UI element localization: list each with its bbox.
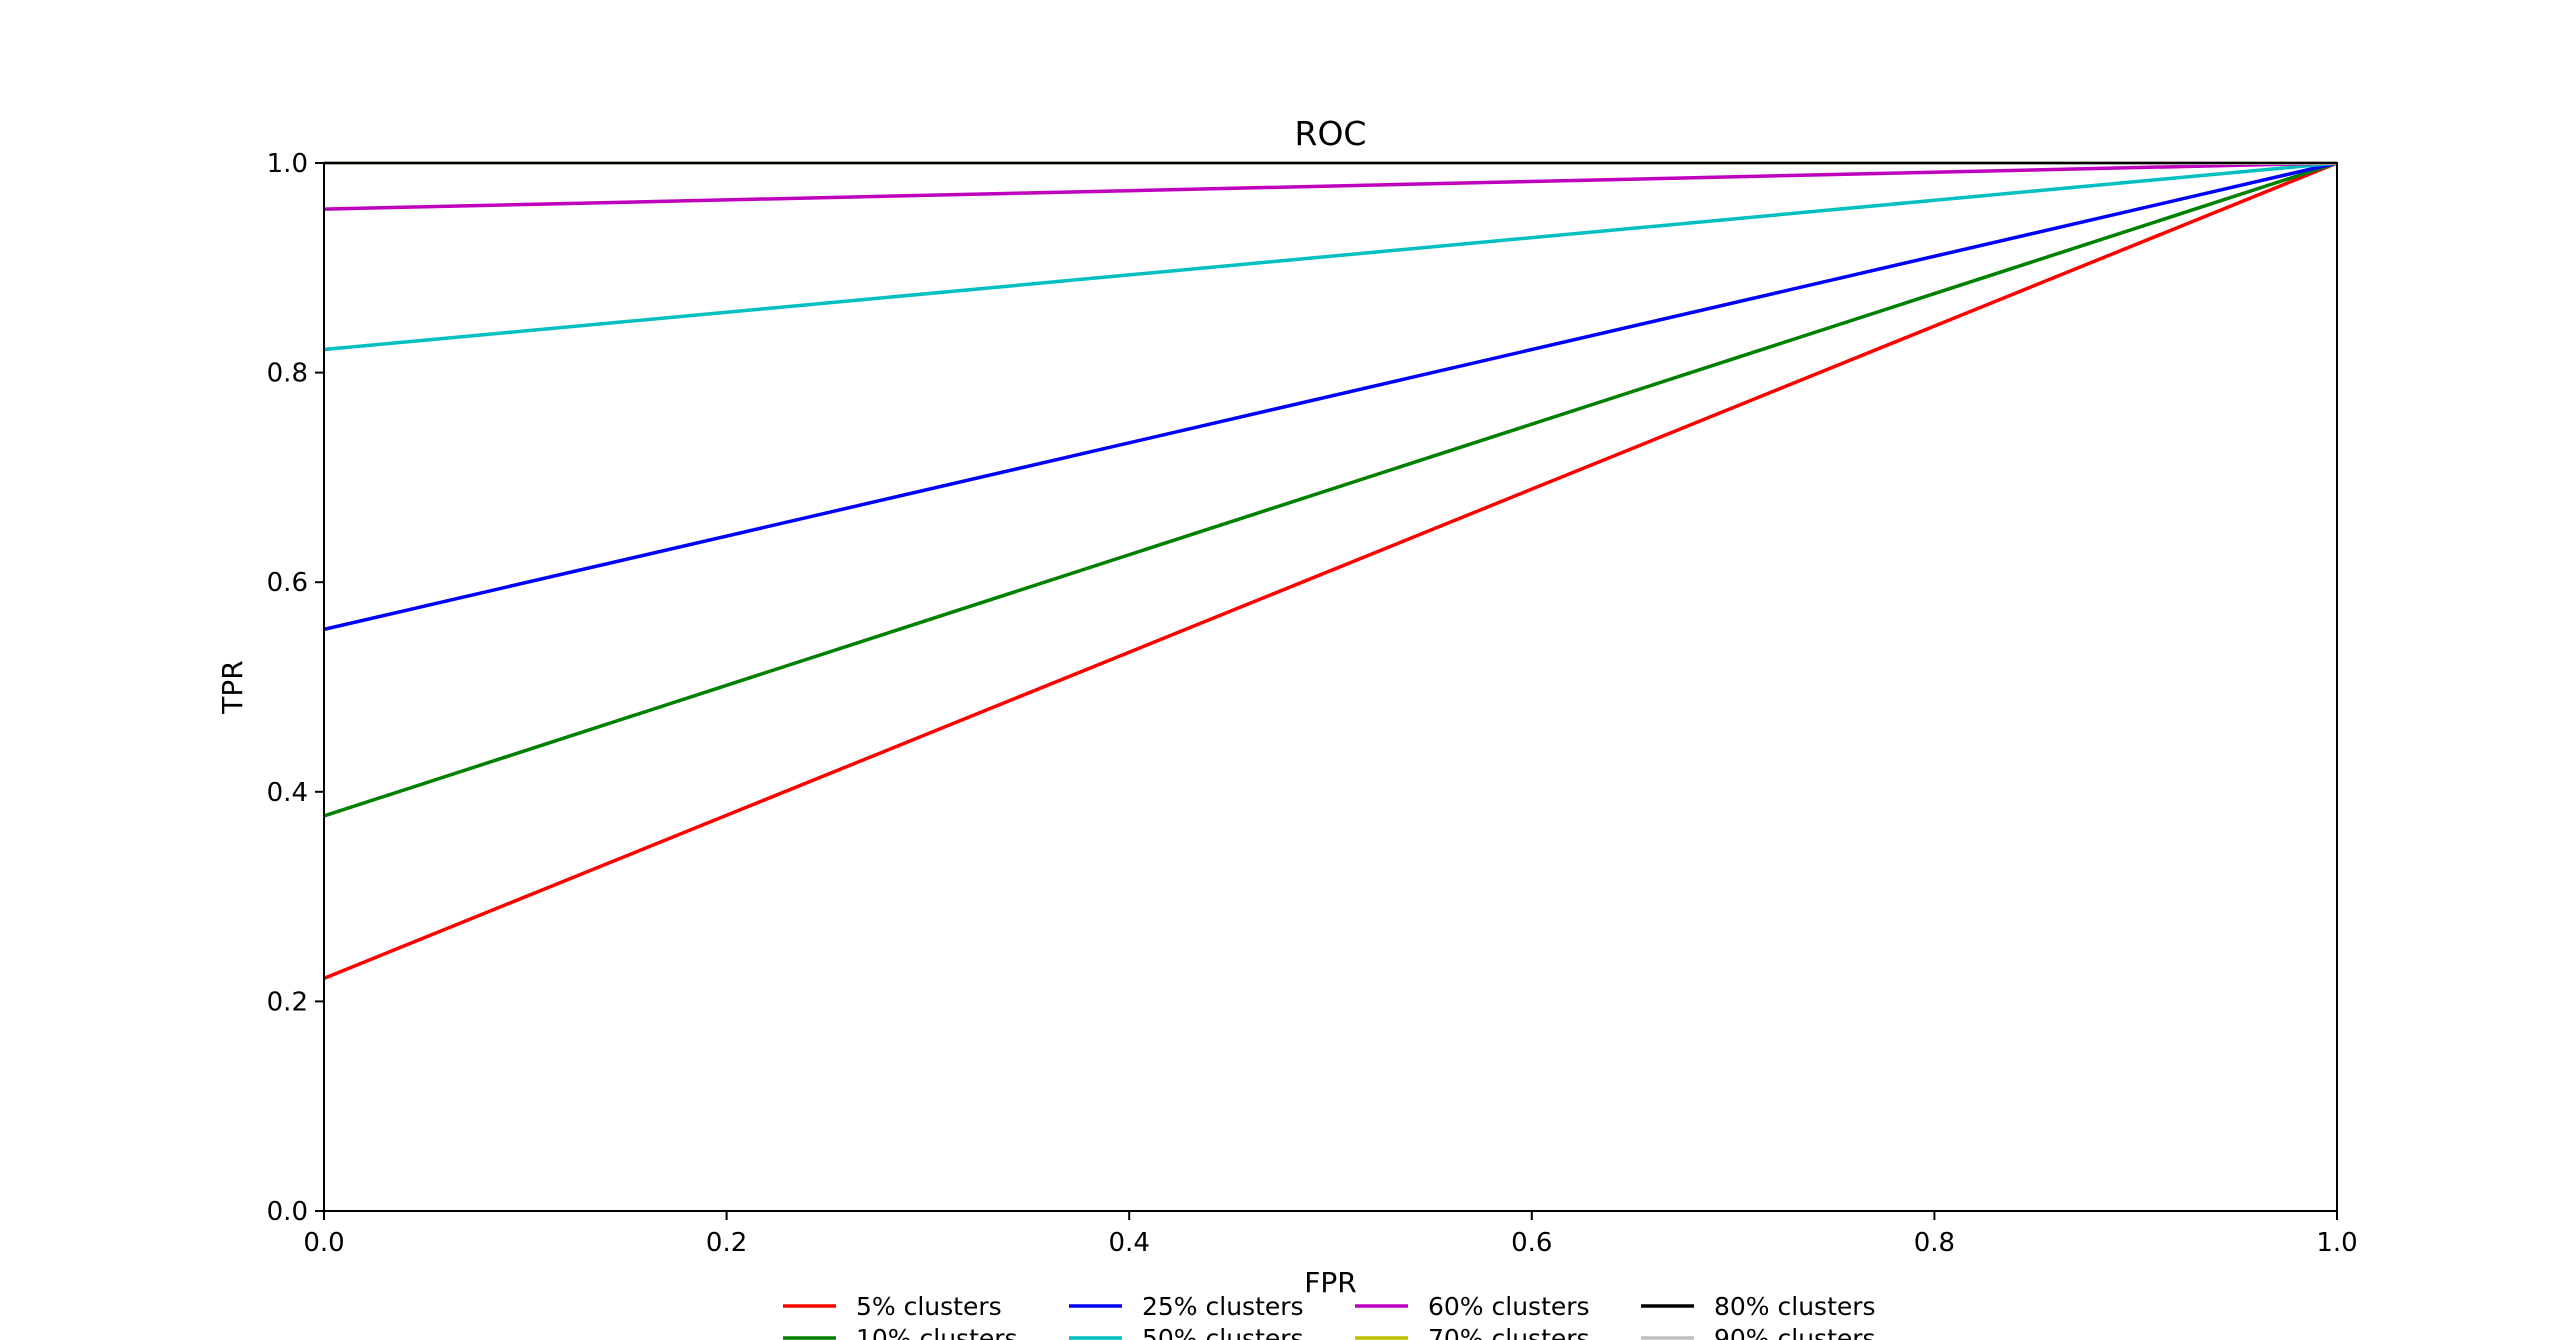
y-tick-label: 0.6 (267, 568, 308, 598)
x-tick-label: 0.6 (1511, 1228, 1552, 1258)
legend-label: 50% clusters (1142, 1324, 1304, 1340)
series-layer (323, 161, 2338, 980)
y-tick-label: 1.0 (267, 149, 308, 179)
legend-label: 80% clusters (1714, 1292, 1876, 1321)
legend-label: 10% clusters (856, 1324, 1018, 1340)
legend: 5% clusters 10% clusters 25% clusters 50% c… (783, 1292, 1876, 1340)
x-tick-label: 0.8 (1914, 1228, 1955, 1258)
x-tick-label: 0.4 (1109, 1228, 1150, 1258)
x-tick-label: 0.0 (303, 1228, 344, 1258)
series-line-1 (323, 161, 2338, 818)
x-tick-label: 1.0 (2316, 1228, 2357, 1258)
legend-label: 90% clusters (1714, 1324, 1876, 1340)
ticks-layer: 0.0 0.2 0.4 0.6 0.8 1.0 0.0 0.2 0.4 0.6 0.8 1.0 (267, 149, 2358, 1258)
series-line-3 (323, 161, 2338, 352)
y-axis-label: TPR (216, 660, 249, 714)
legend-label: 70% clusters (1428, 1324, 1590, 1340)
y-tick-label: 0.0 (267, 1197, 308, 1227)
legend-label: 60% clusters (1428, 1292, 1590, 1321)
y-tick-label: 0.2 (267, 987, 308, 1017)
x-axis-label: FPR (1304, 1266, 1356, 1299)
series-line-0 (323, 161, 2338, 980)
series-line-2 (323, 161, 2338, 632)
x-tick-label: 0.2 (706, 1228, 747, 1258)
legend-label: 5% clusters (856, 1292, 1002, 1321)
series-line-4 (323, 161, 2338, 211)
y-tick-label: 0.4 (267, 778, 308, 808)
y-tick-label: 0.8 (267, 359, 308, 389)
legend-label: 25% clusters (1142, 1292, 1304, 1321)
plot-frame (323, 162, 2338, 1212)
chart-title: ROC (1295, 114, 1367, 153)
